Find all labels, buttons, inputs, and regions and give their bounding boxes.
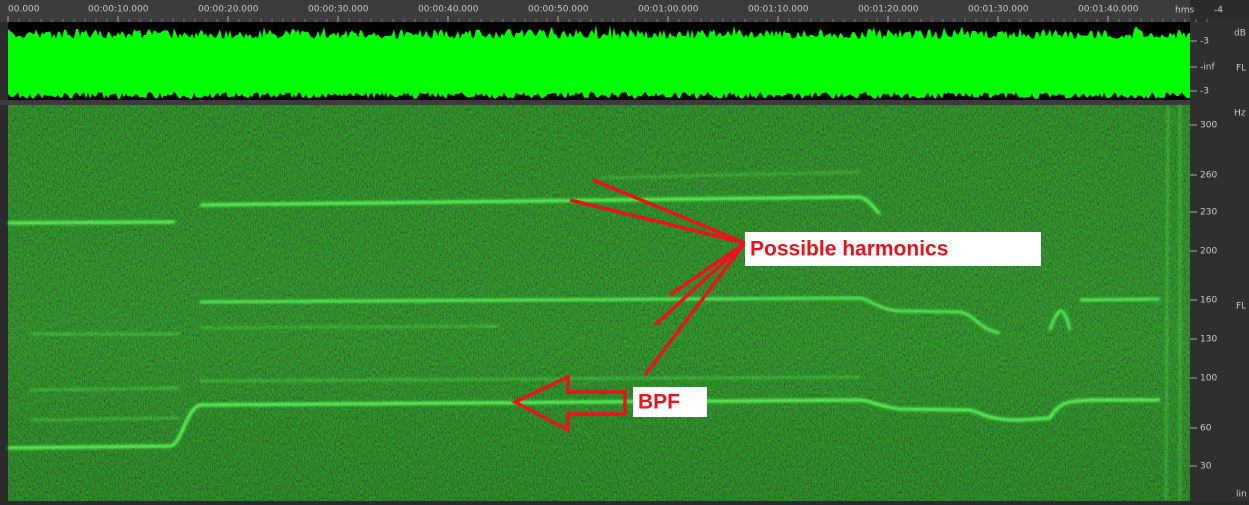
annotation-box <box>745 232 1041 266</box>
spectrogram-unit: Hz <box>1234 109 1246 119</box>
scale-mode: lin <box>1236 490 1247 500</box>
hz-label: 230 <box>1200 208 1217 218</box>
time-label: 00.000 <box>8 5 40 15</box>
hz-label: 200 <box>1200 247 1217 257</box>
panel-divider[interactable] <box>0 100 1190 105</box>
annotation-box <box>633 387 707 417</box>
hz-label: 300 <box>1200 121 1217 131</box>
annotation-harmonics: Possible harmonics <box>750 238 948 261</box>
db-label: -3 <box>1200 37 1209 47</box>
timeline-ruler[interactable] <box>0 0 1190 22</box>
db-label: -inf <box>1200 63 1215 73</box>
spectrogram-channel: FL <box>1236 302 1246 312</box>
hz-label: 30 <box>1200 462 1212 472</box>
time-label: 00:00:40.000 <box>418 5 479 15</box>
timeline-ticks: 00.000 00:00:10.000 00:00:20.000 00:00:30.0… <box>7 5 1208 22</box>
waveform-unit: dB <box>1234 29 1246 39</box>
time-label: 00:00:30.000 <box>308 5 369 15</box>
waveform-channel: FL <box>1236 64 1246 74</box>
annotation-arrows <box>511 178 747 433</box>
spectral-lines <box>7 104 1181 501</box>
time-label: 00:01:00.000 <box>638 5 699 15</box>
time-unit: hms <box>1175 6 1194 16</box>
annotation-bpf: BPF <box>638 391 680 414</box>
spectrogram-noise <box>8 105 1190 501</box>
hz-label: 60 <box>1200 424 1212 434</box>
time-label: 00:01:10.000 <box>748 5 809 15</box>
corner-label: -4 <box>1214 6 1223 16</box>
hz-label: 130 <box>1200 335 1217 345</box>
time-label: 00:01:30.000 <box>968 5 1029 15</box>
time-label: 00:01:20.000 <box>858 5 919 15</box>
hz-label: 160 <box>1200 296 1217 306</box>
hz-label: 100 <box>1200 374 1217 384</box>
hz-label: 260 <box>1200 171 1217 181</box>
waveform <box>8 25 1190 100</box>
time-label: 00:00:20.000 <box>198 5 259 15</box>
db-label: -3 <box>1200 87 1209 97</box>
time-label: 00:00:10.000 <box>88 5 149 15</box>
time-label: 00:00:50.000 <box>528 5 589 15</box>
scale-panel <box>1190 22 1249 501</box>
time-label: 00:01:40.000 <box>1078 5 1139 15</box>
